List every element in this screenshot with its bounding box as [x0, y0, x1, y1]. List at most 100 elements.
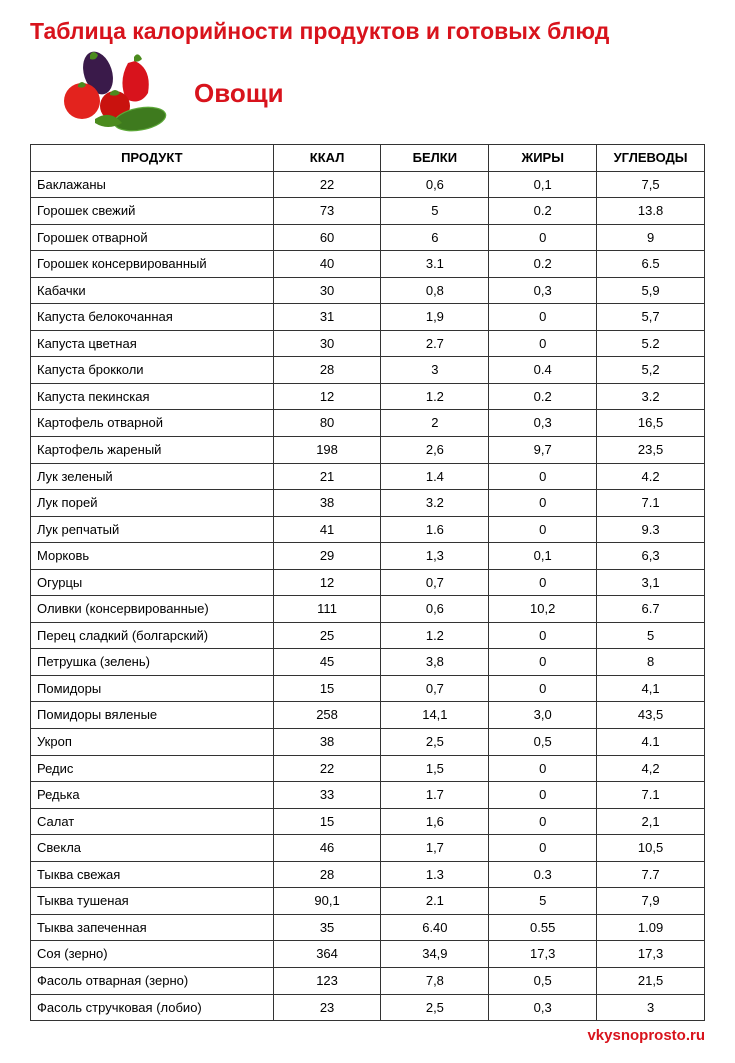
table-row: Помидоры150,704,1	[31, 675, 705, 702]
cell-product-name: Оливки (консервированные)	[31, 596, 274, 623]
cell-value: 1.3	[381, 861, 489, 888]
cell-value: 0,5	[489, 967, 597, 994]
cell-value: 5.2	[597, 330, 705, 357]
cell-product-name: Тыква тушеная	[31, 888, 274, 915]
cell-value: 0.55	[489, 914, 597, 941]
cell-value: 0	[489, 808, 597, 835]
cell-value: 1.7	[381, 782, 489, 809]
cell-value: 4.2	[597, 463, 705, 490]
cell-product-name: Петрушка (зелень)	[31, 649, 274, 676]
table-row: Соя (зерно)36434,917,317,3	[31, 941, 705, 968]
cell-value: 17,3	[597, 941, 705, 968]
cell-value: 12	[273, 383, 381, 410]
cell-value: 22	[273, 755, 381, 782]
cell-value: 7.1	[597, 782, 705, 809]
table-row: Редис221,504,2	[31, 755, 705, 782]
cell-value: 0	[489, 490, 597, 517]
cell-value: 7.1	[597, 490, 705, 517]
cell-value: 1.2	[381, 383, 489, 410]
cell-product-name: Горошек консервированный	[31, 251, 274, 278]
cell-value: 0.4	[489, 357, 597, 384]
table-row: Петрушка (зелень)453,808	[31, 649, 705, 676]
cell-value: 2.7	[381, 330, 489, 357]
cell-value: 1,7	[381, 835, 489, 862]
cell-value: 16,5	[597, 410, 705, 437]
table-row: Капуста белокочанная311,905,7	[31, 304, 705, 331]
cell-value: 90,1	[273, 888, 381, 915]
cell-value: 0.2	[489, 251, 597, 278]
cell-product-name: Баклажаны	[31, 171, 274, 198]
cell-value: 3	[597, 994, 705, 1021]
cell-value: 1,6	[381, 808, 489, 835]
cell-value: 31	[273, 304, 381, 331]
table-row: Лук репчатый411.609.3	[31, 516, 705, 543]
table-row: Салат151,602,1	[31, 808, 705, 835]
table-row: Лук порей383.207.1	[31, 490, 705, 517]
cell-value: 0,7	[381, 675, 489, 702]
cell-value: 2	[381, 410, 489, 437]
cell-value: 28	[273, 861, 381, 888]
cell-value: 35	[273, 914, 381, 941]
cell-value: 38	[273, 729, 381, 756]
cell-value: 5	[597, 622, 705, 649]
cell-value: 1.4	[381, 463, 489, 490]
cell-value: 3	[381, 357, 489, 384]
cell-value: 5	[489, 888, 597, 915]
table-row: Фасоль отварная (зерно)1237,80,521,5	[31, 967, 705, 994]
cell-product-name: Салат	[31, 808, 274, 835]
cell-value: 38	[273, 490, 381, 517]
cell-value: 0	[489, 622, 597, 649]
cell-value: 0,3	[489, 277, 597, 304]
page-title: Таблица калорийности продуктов и готовых…	[30, 18, 705, 45]
section-title: Овощи	[194, 78, 284, 109]
cell-value: 0.3	[489, 861, 597, 888]
cell-value: 1,3	[381, 543, 489, 570]
cell-value: 0	[489, 224, 597, 251]
cell-product-name: Горошек отварной	[31, 224, 274, 251]
cell-value: 10,5	[597, 835, 705, 862]
cell-product-name: Редька	[31, 782, 274, 809]
cell-value: 0.2	[489, 198, 597, 225]
cell-product-name: Фасоль стручковая (лобио)	[31, 994, 274, 1021]
table-row: Капуста цветная302.705.2	[31, 330, 705, 357]
cell-value: 15	[273, 675, 381, 702]
cell-value: 0	[489, 569, 597, 596]
cell-value: 21	[273, 463, 381, 490]
table-row: Горошек свежий7350.213.8	[31, 198, 705, 225]
cell-value: 1.09	[597, 914, 705, 941]
table-row: Редька331.707.1	[31, 782, 705, 809]
cell-product-name: Горошек свежий	[31, 198, 274, 225]
cell-value: 33	[273, 782, 381, 809]
cell-product-name: Свекла	[31, 835, 274, 862]
col-header-protein: БЕЛКИ	[381, 145, 489, 172]
table-row: Баклажаны220,60,17,5	[31, 171, 705, 198]
cell-value: 3,8	[381, 649, 489, 676]
cell-product-name: Фасоль отварная (зерно)	[31, 967, 274, 994]
cell-value: 4,2	[597, 755, 705, 782]
cell-value: 2,5	[381, 994, 489, 1021]
cell-value: 1.2	[381, 622, 489, 649]
cell-value: 111	[273, 596, 381, 623]
table-row: Тыква запеченная356.400.551.09	[31, 914, 705, 941]
cell-product-name: Тыква запеченная	[31, 914, 274, 941]
cell-value: 30	[273, 330, 381, 357]
table-row: Огурцы120,703,1	[31, 569, 705, 596]
cell-product-name: Лук репчатый	[31, 516, 274, 543]
cell-value: 1,5	[381, 755, 489, 782]
cell-value: 0,8	[381, 277, 489, 304]
cell-product-name: Укроп	[31, 729, 274, 756]
table-row: Тыква свежая281.30.37.7	[31, 861, 705, 888]
cell-product-name: Картофель отварной	[31, 410, 274, 437]
cell-value: 0	[489, 835, 597, 862]
cell-value: 2.1	[381, 888, 489, 915]
table-row: Перец сладкий (болгарский)251.205	[31, 622, 705, 649]
cell-value: 6.7	[597, 596, 705, 623]
cell-product-name: Редис	[31, 755, 274, 782]
cell-value: 0	[489, 304, 597, 331]
cell-value: 6.40	[381, 914, 489, 941]
cell-value: 1,9	[381, 304, 489, 331]
cell-value: 46	[273, 835, 381, 862]
cell-value: 0	[489, 330, 597, 357]
table-row: Укроп382,50,54.1	[31, 729, 705, 756]
cell-value: 0	[489, 649, 597, 676]
